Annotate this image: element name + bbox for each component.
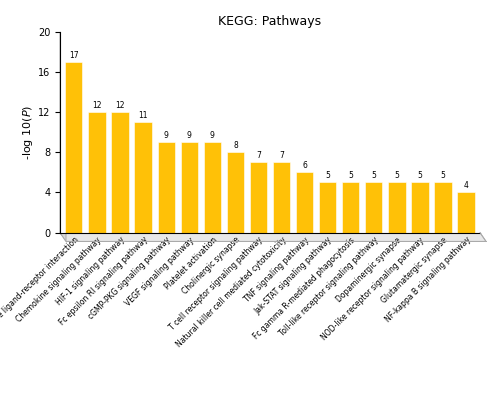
Text: 12: 12 [92,101,102,110]
Title: KEGG: Pathways: KEGG: Pathways [218,15,322,28]
Bar [88,112,106,233]
Bar [434,182,452,233]
Text: 9: 9 [187,132,192,140]
Bar [319,182,336,233]
Text: 4: 4 [464,182,468,190]
Bar [204,142,221,233]
Text: 5: 5 [394,172,400,180]
Text: 9: 9 [210,132,214,140]
Bar [388,182,406,233]
Text: 8: 8 [233,142,238,150]
Bar [250,162,267,233]
Bar [112,112,128,233]
Text: 12: 12 [115,101,124,110]
Text: 7: 7 [256,152,261,160]
Bar [134,122,152,233]
Bar [273,162,290,233]
Bar [226,152,244,233]
Bar [158,142,175,233]
Text: 17: 17 [69,51,78,60]
Bar [342,182,359,233]
Bar [412,182,428,233]
Text: 11: 11 [138,111,148,120]
Text: 9: 9 [164,132,168,140]
Text: 6: 6 [302,162,307,170]
Text: 5: 5 [418,172,422,180]
Text: 5: 5 [440,172,446,180]
Bar [180,142,198,233]
Text: 5: 5 [372,172,376,180]
Bar [365,182,382,233]
Bar [65,62,82,233]
Bar [458,192,475,233]
Text: 7: 7 [279,152,284,160]
Y-axis label: -log 10($\it{P}$): -log 10($\it{P}$) [21,105,35,160]
Bar [296,172,314,233]
Text: 5: 5 [348,172,353,180]
Text: 5: 5 [326,172,330,180]
